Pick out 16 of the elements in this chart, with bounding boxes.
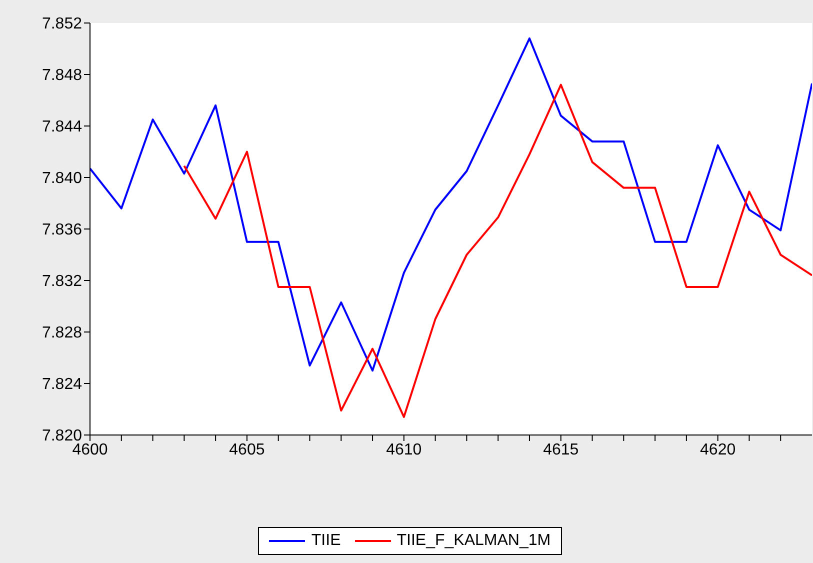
y-tick-label: 7.844 (42, 118, 82, 136)
x-tick-label: 4605 (229, 441, 265, 458)
line-series (183, 84, 812, 418)
line-series (90, 37, 812, 372)
y-tick-label: 7.832 (42, 273, 82, 290)
y-tick-label: 7.828 (42, 324, 82, 342)
legend-label: TIIE (310, 532, 341, 550)
y-tick-label: 7.852 (42, 16, 82, 33)
x-tick-label: 4615 (543, 441, 579, 458)
y-tick-label: 7.836 (42, 222, 82, 239)
x-tick-label: 4610 (386, 441, 422, 458)
y-tick-label: 7.824 (42, 376, 82, 394)
legend-label: TIIE_F_KALMAN_1M (396, 532, 551, 550)
x-tick-label: 4620 (700, 441, 736, 458)
y-tick-label: 7.840 (42, 170, 82, 188)
y-tick-label: 7.848 (42, 67, 82, 84)
